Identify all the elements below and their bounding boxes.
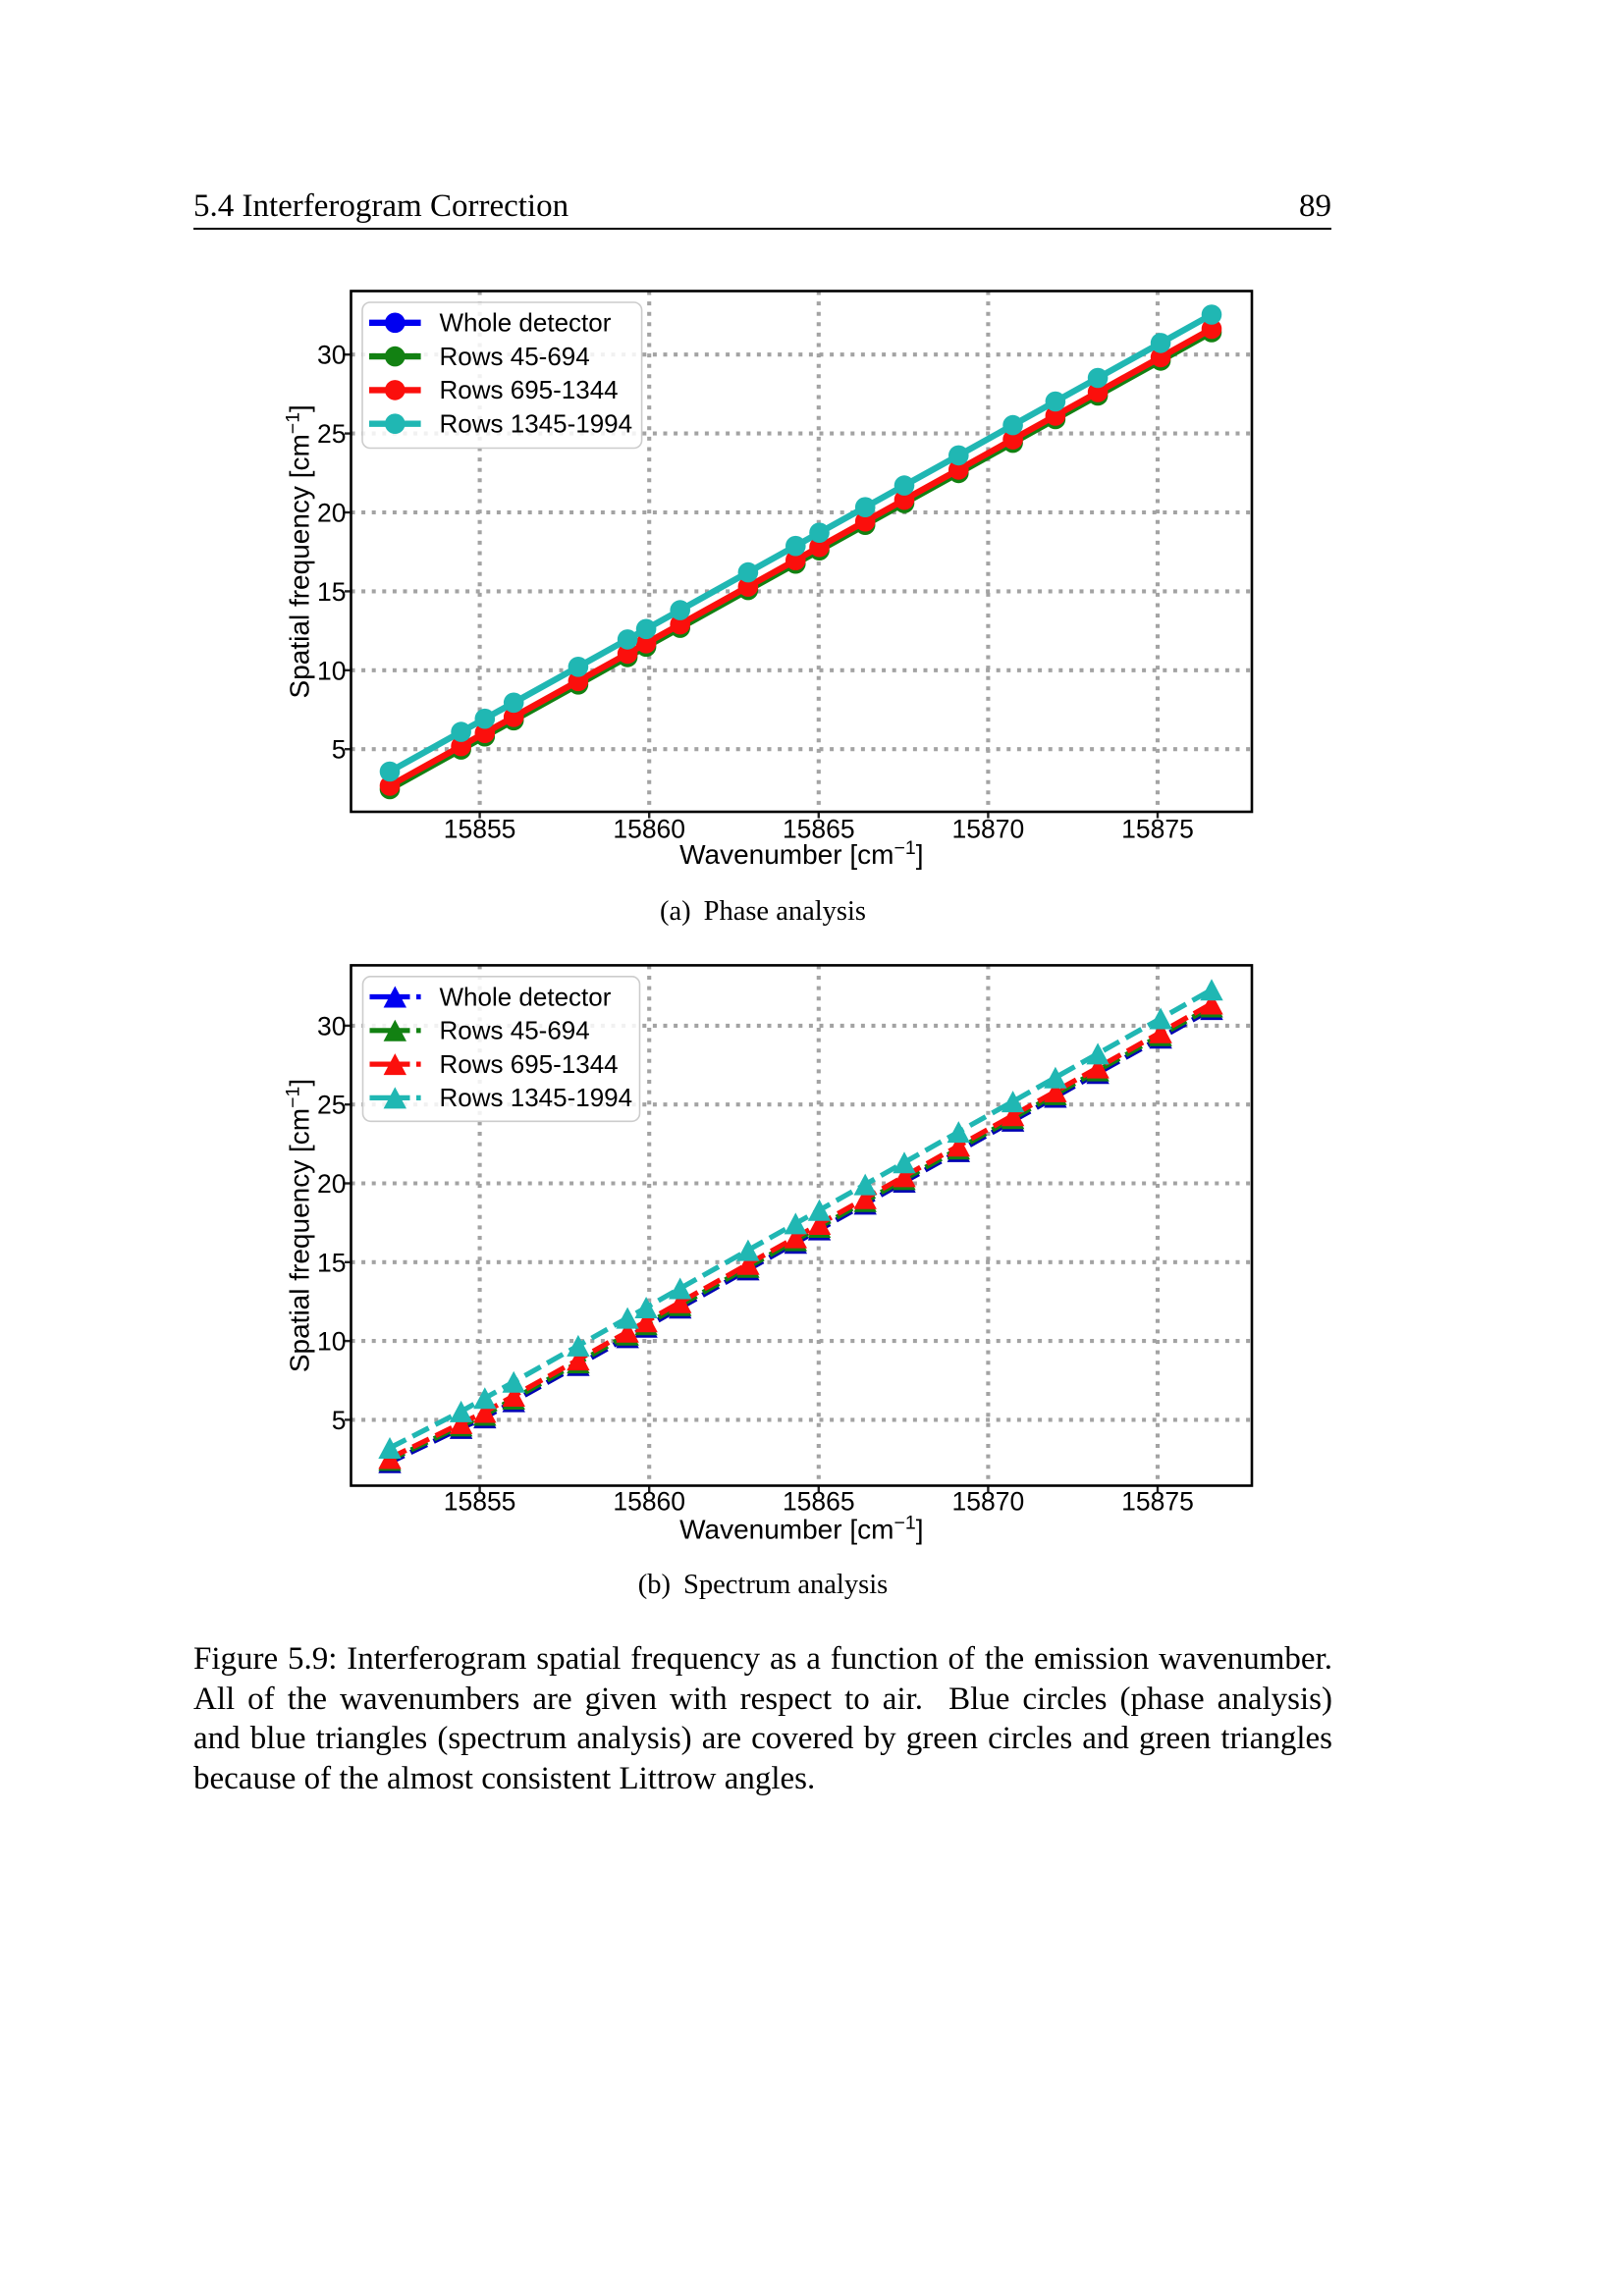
- svg-text:30: 30: [317, 1011, 346, 1041]
- svg-text:30: 30: [317, 341, 346, 370]
- svg-text:Spatial frequency [cm−1]: Spatial frequency [cm−1]: [283, 404, 315, 698]
- svg-text:15875: 15875: [1121, 1487, 1194, 1517]
- svg-text:5: 5: [332, 1406, 347, 1435]
- svg-text:15870: 15870: [952, 815, 1025, 844]
- svg-text:15870: 15870: [952, 1487, 1025, 1517]
- svg-text:Rows 1345-1994: Rows 1345-1994: [440, 1083, 633, 1112]
- svg-text:15855: 15855: [444, 815, 516, 844]
- svg-text:20: 20: [317, 1169, 346, 1199]
- svg-text:10: 10: [317, 1327, 346, 1357]
- svg-text:15865: 15865: [783, 815, 855, 844]
- svg-text:Rows 1345-1994: Rows 1345-1994: [440, 409, 633, 439]
- svg-text:Rows 695-1344: Rows 695-1344: [440, 375, 619, 404]
- svg-text:15865: 15865: [783, 1487, 855, 1517]
- svg-text:Whole detector: Whole detector: [440, 982, 612, 1011]
- svg-text:15: 15: [317, 577, 346, 607]
- svg-text:Rows 45-694: Rows 45-694: [440, 1016, 590, 1045]
- svg-text:15: 15: [317, 1248, 346, 1277]
- svg-text:15855: 15855: [444, 1487, 516, 1517]
- svg-text:Wavenumber [cm−1]: Wavenumber [cm−1]: [679, 837, 923, 870]
- svg-text:10: 10: [317, 656, 346, 685]
- svg-text:Spatial frequency [cm−1]: Spatial frequency [cm−1]: [283, 1079, 315, 1372]
- svg-text:25: 25: [317, 419, 346, 449]
- svg-text:Rows 45-694: Rows 45-694: [440, 342, 590, 371]
- svg-text:25: 25: [317, 1091, 346, 1120]
- svg-text:Rows 695-1344: Rows 695-1344: [440, 1049, 619, 1079]
- svg-text:15860: 15860: [613, 815, 685, 844]
- svg-text:Whole detector: Whole detector: [440, 308, 612, 338]
- svg-text:20: 20: [317, 499, 346, 528]
- svg-text:Wavenumber [cm−1]: Wavenumber [cm−1]: [679, 1512, 923, 1544]
- svg-text:15860: 15860: [613, 1487, 685, 1517]
- svg-text:5: 5: [332, 735, 347, 765]
- svg-text:15875: 15875: [1121, 815, 1194, 844]
